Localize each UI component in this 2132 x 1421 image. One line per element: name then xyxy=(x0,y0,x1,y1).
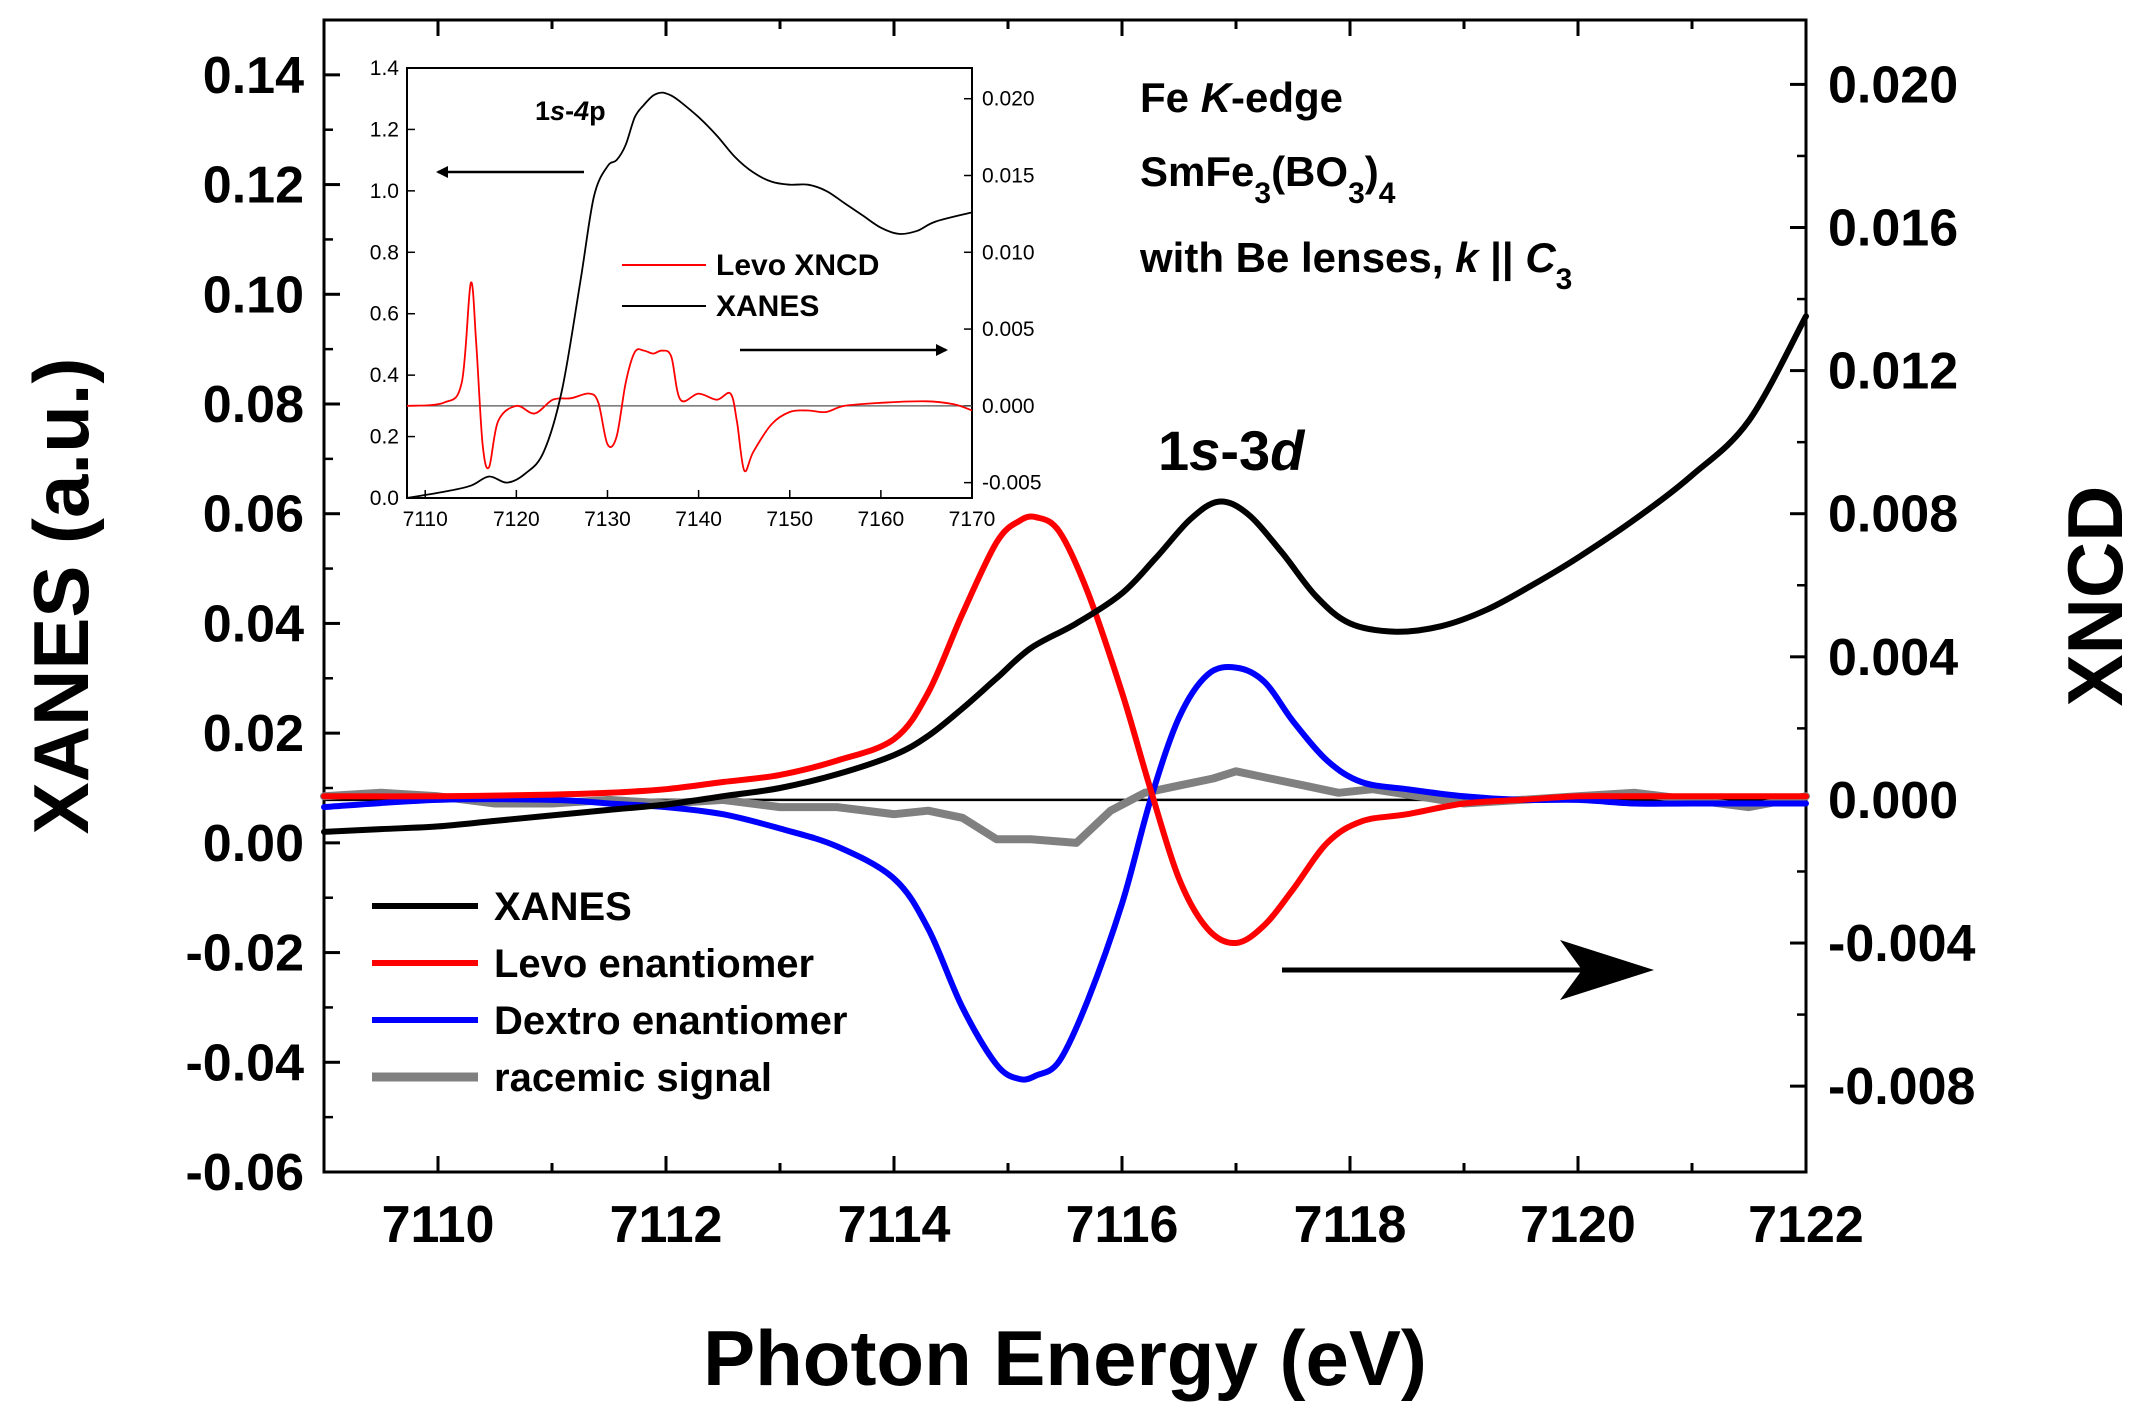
y2-tick-label: 0.012 xyxy=(1828,343,1958,401)
inset-x-tick-label: 7160 xyxy=(858,508,905,531)
inset-y2-tick-label: 0.020 xyxy=(982,88,1035,111)
series-line-racemic-signal xyxy=(320,767,1810,847)
y-tick-label: 0.14 xyxy=(203,47,304,105)
y2-axis-title: XNCD xyxy=(2051,485,2132,706)
inset-x-tick-label: 7150 xyxy=(766,508,813,531)
series-line-levo-enantiomer xyxy=(321,513,1809,947)
y-tick-label: 0.06 xyxy=(203,486,304,544)
inset-x-tick-label: 7170 xyxy=(949,508,996,531)
legend-label-xanes: XANES xyxy=(494,885,632,929)
y-axis-title: XANES (a.u.) xyxy=(17,358,105,835)
inset-y-tick-label: 0.2 xyxy=(370,426,399,449)
inset-plot-frame xyxy=(406,67,973,499)
inset-x-tick-label: 7110 xyxy=(403,508,448,531)
y2-tick-label: 0.008 xyxy=(1828,486,1958,544)
y-tick-label: -0.06 xyxy=(185,1144,304,1202)
inset-y2-tick-label: 0.010 xyxy=(982,241,1035,264)
inset-series-line-levo-xncd xyxy=(406,281,973,473)
y-tick-label: -0.04 xyxy=(185,1034,304,1092)
main-plot-frame xyxy=(322,18,1808,1174)
inset-y2-tick-label: 0.015 xyxy=(982,165,1035,188)
y-tick-label: 0.00 xyxy=(203,815,304,873)
inset-y2-tick-label: 0.005 xyxy=(982,318,1035,341)
inset-x-tick-label: 7120 xyxy=(493,508,540,531)
edge-title-line1: Fe K-edge xyxy=(1140,74,1343,121)
right-axis-arrow xyxy=(1282,940,1654,1000)
y2-tick-label: 0.020 xyxy=(1828,56,1958,114)
edge-title-line3: with Be lenses, k || C3 xyxy=(1139,234,1572,296)
inset-bottom-axis: 7110 7120 7130 7140 7150 7160 7170 xyxy=(403,490,996,531)
inset-y-tick-label: 0.4 xyxy=(370,364,400,387)
inset-right-axis: -0.005 0.000 0.005 0.010 0.015 0.020 xyxy=(964,88,1042,495)
inset-y-tick-label: 0.6 xyxy=(370,303,399,326)
inset-left-axis: 0.0 0.2 0.4 0.6 0.8 1.0 1.2 1.4 xyxy=(370,57,415,510)
y2-tick-label: -0.008 xyxy=(1828,1058,1975,1116)
series-line-dextro-enantiomer xyxy=(321,664,1809,1083)
x-axis-title: Photon Energy (eV) xyxy=(703,1314,1427,1402)
legend-label-dextro-enantiomer: Dextro enantiomer xyxy=(494,999,847,1043)
inset-y-tick-label: 1.4 xyxy=(370,57,400,80)
y2-tick-label: -0.004 xyxy=(1828,915,1976,973)
y-tick-label: 0.12 xyxy=(203,157,304,215)
inset-x-tick-label: 7140 xyxy=(675,508,722,531)
series-line-xanes xyxy=(321,313,1809,835)
x-tick-label: 7120 xyxy=(1520,1196,1636,1254)
y-tick-label: 0.08 xyxy=(203,376,304,434)
inset-plot: 0.0 0.2 0.4 0.6 0.8 1.0 1.2 1.4 -0.005 0.000 0.00… xyxy=(370,57,1042,531)
legend-label-racemic-signal: racemic signal xyxy=(494,1056,772,1100)
main-bottom-axis: 7110 7112 7114 7116 7118 7120 7122 xyxy=(322,20,1864,1254)
x-tick-label: 7116 xyxy=(1066,1196,1179,1254)
main-legend: XANES Levo enantiomer Dextro enantiomer rac… xyxy=(372,885,847,1100)
x-tick-label: 7114 xyxy=(838,1196,951,1254)
y-tick-label: 0.10 xyxy=(203,266,304,324)
inset-legend-label-xanes: XANES xyxy=(716,290,819,323)
y2-tick-label: 0.004 xyxy=(1828,629,1958,687)
main-series-group xyxy=(320,313,1810,1083)
inset-y2-tick-label: -0.005 xyxy=(982,472,1042,495)
inset-legend: Levo XNCD XANES xyxy=(622,249,879,323)
inset-legend-label-levo-xncd: Levo XNCD xyxy=(716,249,879,282)
y2-tick-label: 0.000 xyxy=(1828,772,1958,830)
y-tick-label: 0.04 xyxy=(203,595,304,653)
main-plot: -0.06 -0.04 -0.02 0.00 0.02 0.04 0.06 0.08 0.10 0… xyxy=(17,18,2132,1402)
inset-edge-label-1s-4p: 1s-4p xyxy=(535,96,606,126)
x-tick-label: 7110 xyxy=(382,1196,495,1254)
inset-y-tick-label: 1.0 xyxy=(370,180,399,203)
inset-series-line-xanes xyxy=(406,91,973,499)
inset-y-tick-label: 1.2 xyxy=(370,118,399,141)
edge-title-line2: SmFe3(BO3)4 xyxy=(1140,148,1396,210)
inset-y-tick-label: 0.8 xyxy=(370,241,399,264)
inset-y-tick-label: 0.0 xyxy=(370,487,399,510)
x-tick-label: 7122 xyxy=(1748,1196,1864,1254)
y2-tick-label: 0.016 xyxy=(1828,200,1958,258)
y-tick-label: -0.02 xyxy=(185,925,304,983)
main-right-axis: -0.008 -0.004 0.000 0.004 0.008 0.012 0.016 0.0… xyxy=(1790,56,1976,1116)
inset-series-group xyxy=(406,91,973,499)
x-tick-label: 7112 xyxy=(610,1196,723,1254)
x-tick-label: 7118 xyxy=(1294,1196,1407,1254)
inset-x-tick-label: 7130 xyxy=(584,508,631,531)
peak-label-1s-3d: 1s-3d xyxy=(1158,419,1306,482)
legend-label-levo-enantiomer: Levo enantiomer xyxy=(494,942,814,986)
main-left-axis: -0.06 -0.04 -0.02 0.00 0.02 0.04 0.06 0.08 0.10 0… xyxy=(185,47,340,1202)
inset-y2-tick-label: 0.000 xyxy=(982,395,1035,418)
y-tick-label: 0.02 xyxy=(203,705,304,763)
